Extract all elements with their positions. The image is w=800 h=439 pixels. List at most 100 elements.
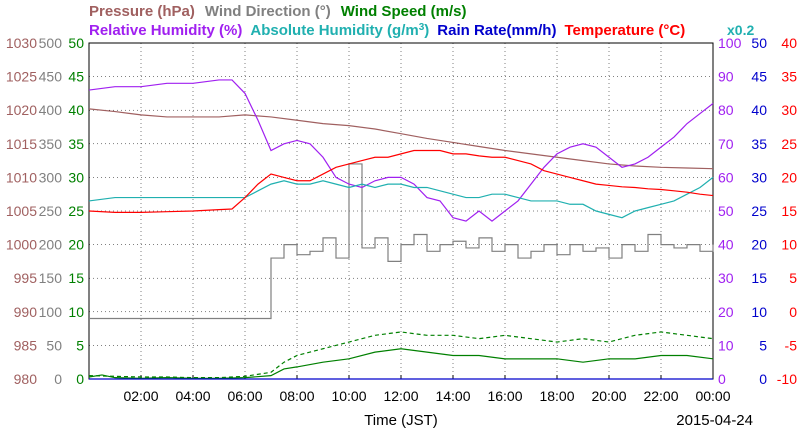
legend-entry: Absolute Humidity (g/m3) (250, 22, 429, 40)
series-line (88, 348, 714, 379)
legend-entry: Wind Direction (°) (205, 3, 331, 20)
pressure-tick-label: 995 (14, 270, 38, 286)
humidity-tick-label: 80 (718, 102, 734, 118)
temperature-tick-label: 25 (781, 136, 797, 152)
humidity-tick-label: 30 (718, 270, 734, 286)
wind_speed-tick-label: 30 (68, 169, 84, 185)
x-tick-label: 14:00 (435, 388, 470, 404)
wind_direction-tick-label: 0 (54, 371, 62, 387)
humidity-tick-label: 90 (718, 69, 734, 85)
wind_direction-tick-label: 500 (39, 35, 63, 51)
wind_direction-tick-label: 50 (46, 337, 62, 353)
wind_speed-tick-label: 35 (68, 136, 84, 152)
pressure-tick-label: 1030 (6, 35, 37, 51)
x-tick-label: 20:00 (591, 388, 626, 404)
wind_speed-tick-label: 15 (68, 270, 84, 286)
legend-entry: Relative Humidity (%) (89, 22, 242, 39)
temperature-tick-label: 5 (789, 270, 797, 286)
temperature-tick-label: 20 (781, 169, 797, 185)
humidity-tick-label: 100 (718, 35, 742, 51)
wind_direction-tick-label: 150 (39, 270, 63, 286)
wind_speed-tick-label: 45 (68, 69, 84, 85)
legend-suffix: ) (424, 22, 429, 39)
pressure-tick-label: 1025 (6, 69, 37, 85)
temperature-tick-label: 10 (781, 237, 797, 253)
temperature-tick-label: 30 (781, 102, 797, 118)
humidity-tick-label: 60 (718, 169, 734, 185)
x-tick-label: 10:00 (331, 388, 366, 404)
legend-entry: Temperature (°C) (564, 22, 685, 39)
wind_direction-tick-label: 300 (39, 169, 63, 185)
x-axis-title: Time (JST) (364, 412, 438, 429)
rain_rate-tick-label: 40 (751, 102, 767, 118)
x-tick-label: 18:00 (539, 388, 574, 404)
x-tick-label: 08:00 (279, 388, 314, 404)
x-tick-label: 02:00 (123, 388, 158, 404)
legend-entry: Pressure (hPa) (89, 3, 195, 20)
pressure-tick-label: 1005 (6, 203, 37, 219)
series-line (88, 79, 714, 222)
humidity-tick-label: 70 (718, 136, 734, 152)
temperature-tick-label: 0 (789, 304, 797, 320)
temperature-tick-label: -5 (785, 337, 798, 353)
pressure-tick-label: 1015 (6, 136, 37, 152)
rain_rate-tick-label: 0 (759, 371, 767, 387)
humidity-tick-label: 0 (718, 371, 726, 387)
pressure-tick-label: 990 (14, 304, 38, 320)
rain_rate-tick-label: 5 (759, 337, 767, 353)
temperature-tick-label: 15 (781, 203, 797, 219)
humidity-tick-label: 40 (718, 237, 734, 253)
wind_direction-tick-label: 450 (39, 69, 63, 85)
x-tick-label: 22:00 (643, 388, 678, 404)
wind_speed-tick-label: 10 (68, 304, 84, 320)
pressure-tick-label: 1020 (6, 102, 37, 118)
wind_speed-tick-label: 5 (76, 337, 84, 353)
rain_rate-tick-label: 50 (751, 35, 767, 51)
x-tick-label: 16:00 (487, 388, 522, 404)
wind_speed-tick-label: 0 (76, 371, 84, 387)
wind_speed-tick-label: 20 (68, 237, 84, 253)
temperature-tick-label: -10 (777, 371, 797, 387)
legend-superscript: 3 (419, 22, 425, 33)
series-line (89, 163, 714, 320)
series-line (88, 176, 714, 219)
wind_direction-tick-label: 250 (39, 203, 63, 219)
temperature-tick-label: 35 (781, 69, 797, 85)
x-tick-label: 00:00 (695, 388, 730, 404)
legend-entry: Rain Rate(mm/h) (437, 22, 556, 39)
series-line (88, 149, 714, 213)
rain_rate-tick-label: 35 (751, 136, 767, 152)
pressure-tick-label: 980 (14, 371, 38, 387)
x-tick-label: 06:00 (227, 388, 262, 404)
temperature-tick-label: 40 (781, 35, 797, 51)
rain_rate-tick-label: 25 (751, 203, 767, 219)
legend-multiplier: x0.2 (727, 22, 754, 38)
legend-entry: Wind Speed (m/s) (341, 3, 467, 20)
series-line (88, 108, 714, 170)
wind_direction-tick-label: 100 (39, 304, 63, 320)
humidity-tick-label: 50 (718, 203, 734, 219)
humidity-tick-label: 10 (718, 337, 734, 353)
grid (89, 43, 713, 379)
pressure-tick-label: 1010 (6, 169, 37, 185)
series-line (88, 331, 714, 379)
rain_rate-tick-label: 30 (751, 169, 767, 185)
wind_direction-tick-label: 200 (39, 237, 63, 253)
x-tick-label: 12:00 (383, 388, 418, 404)
wind_speed-tick-label: 50 (68, 35, 84, 51)
rain_rate-tick-label: 45 (751, 69, 767, 85)
rain_rate-tick-label: 10 (751, 304, 767, 320)
date-label: 2015-04-24 (676, 412, 753, 429)
wind_direction-tick-label: 400 (39, 102, 63, 118)
wind_direction-tick-label: 350 (39, 136, 63, 152)
humidity-tick-label: 20 (718, 304, 734, 320)
wind_speed-tick-label: 25 (68, 203, 84, 219)
rain_rate-tick-label: 20 (751, 237, 767, 253)
pressure-tick-label: 1000 (6, 237, 37, 253)
wind_speed-tick-label: 40 (68, 102, 84, 118)
rain_rate-tick-label: 15 (751, 270, 767, 286)
pressure-tick-label: 985 (14, 337, 38, 353)
x-tick-label: 04:00 (175, 388, 210, 404)
